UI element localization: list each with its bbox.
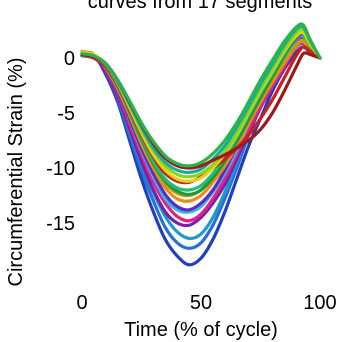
y-tick-label: -10 [46,158,75,180]
x-axis-label: Time (% of cycle) [124,319,278,341]
y-tick-labels: 0 -5 -10 -15 [46,48,75,235]
x-tick-labels: 0 50 100 [76,292,336,314]
strain-curve-17 [80,22,322,168]
strain-curves [80,22,322,267]
y-tick-label: 0 [64,48,75,70]
chart-title: curves from 17 segments [88,0,313,13]
x-tick-label: 50 [190,292,212,314]
x-tick-label: 100 [303,292,336,314]
x-tick-label: 0 [76,292,87,314]
y-axis-label: Circumferential Strain (%) [5,58,27,287]
y-tick-label: -15 [46,213,75,235]
y-tick-label: -5 [57,103,75,125]
